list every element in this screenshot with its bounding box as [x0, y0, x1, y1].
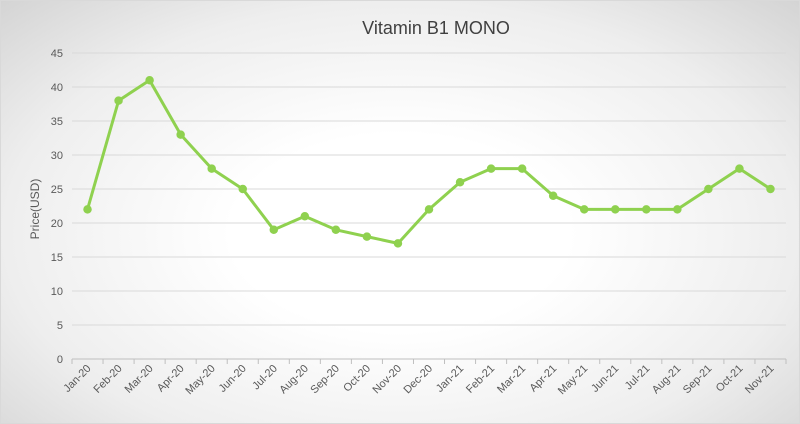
x-tick-label: Feb-20 — [92, 363, 125, 396]
x-tick-label: Feb-21 — [464, 363, 497, 396]
x-tick-label: Dec-20 — [402, 363, 436, 397]
x-tick-label: Jan-21 — [434, 363, 466, 395]
data-point-Oct-20 — [362, 232, 372, 241]
y-axis-title: Price(USD) — [28, 179, 42, 240]
x-tick-label: May-20 — [183, 363, 217, 397]
data-point-Apr-20 — [176, 130, 185, 139]
x-tick-label: Sep-20 — [308, 363, 342, 397]
y-tick-label: 40 — [51, 82, 63, 94]
y-tick-label: 15 — [51, 252, 63, 264]
x-tick-label: Apr-21 — [527, 363, 559, 395]
x-tick-label: Aug-20 — [277, 363, 311, 397]
data-series — [83, 75, 775, 248]
data-point-Sep-20 — [331, 225, 341, 235]
x-tick-label: Jul-20 — [250, 363, 280, 393]
data-point-Jan-20 — [83, 205, 92, 214]
y-tick-label: 0 — [57, 354, 63, 366]
series-line — [86, 78, 772, 245]
data-point-Oct-21 — [735, 164, 744, 173]
data-point-Feb-20 — [114, 96, 123, 105]
y-tick-label: 35 — [51, 116, 63, 128]
y-tick-label: 45 — [51, 48, 63, 60]
data-point-Jun-20 — [238, 184, 247, 194]
data-point-Jul-21 — [642, 205, 651, 214]
x-tick-label: Oct-20 — [341, 363, 373, 395]
x-tick-label: Jan-20 — [61, 363, 93, 395]
x-tick-label: May-21 — [556, 363, 590, 397]
x-tick-label: Mar-21 — [495, 363, 528, 396]
x-tick-label: Mar-20 — [123, 363, 156, 396]
data-point-May-21 — [579, 205, 589, 214]
data-point-Jun-21 — [611, 205, 620, 214]
x-tick-label: Nov-20 — [371, 363, 405, 397]
y-tick-label: 25 — [51, 184, 63, 196]
data-point-Jul-20 — [269, 225, 279, 235]
x-tick-label: Sep-21 — [681, 363, 715, 397]
x-tick-label: Oct-21 — [714, 363, 746, 395]
x-tick-label: Jun-20 — [217, 363, 249, 395]
data-point-Nov-21 — [766, 184, 775, 194]
x-tick-label: Nov-21 — [743, 363, 777, 397]
data-point-Mar-20 — [145, 75, 154, 85]
x-tick-label: Jun-21 — [589, 363, 621, 395]
chart-title: Vitamin B1 MONO — [362, 18, 510, 38]
data-point-Nov-20 — [393, 239, 403, 248]
x-tick-label: Aug-21 — [650, 363, 684, 397]
data-point-Mar-21 — [517, 164, 527, 173]
data-point-Sep-21 — [704, 184, 713, 194]
data-point-Apr-21 — [548, 191, 558, 201]
y-tick-label: 30 — [51, 150, 63, 162]
y-tick-label: 5 — [57, 320, 63, 332]
y-tick-label: 20 — [51, 218, 63, 230]
gridlines — [71, 52, 787, 364]
data-point-Dec-20 — [424, 205, 434, 214]
x-tick-label: Jul-21 — [623, 363, 653, 393]
data-point-Jan-21 — [455, 177, 465, 187]
x-tick-label: Apr-20 — [155, 363, 187, 395]
y-axis-ticks: 0 5 10 15 20 25 30 35 40 45 — [51, 48, 63, 366]
data-point-May-20 — [207, 164, 216, 173]
y-tick-label: 10 — [51, 286, 63, 298]
data-point-Aug-21 — [673, 205, 682, 214]
data-point-Aug-20 — [300, 211, 310, 221]
data-point-Feb-21 — [486, 164, 496, 173]
